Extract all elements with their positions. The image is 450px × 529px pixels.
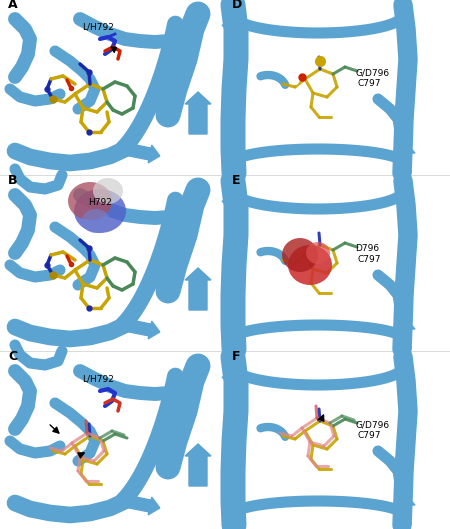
Text: H792: H792: [88, 198, 112, 207]
FancyArrow shape: [185, 92, 211, 134]
Text: G/D796: G/D796: [355, 68, 389, 77]
Text: D796: D796: [355, 244, 379, 253]
FancyArrow shape: [393, 493, 415, 525]
Bar: [5, 182, 218, 350]
FancyArrow shape: [124, 495, 160, 515]
Bar: [5, 5, 218, 173]
Ellipse shape: [288, 245, 332, 285]
FancyArrow shape: [222, 357, 246, 389]
Bar: [228, 5, 445, 173]
Text: F: F: [232, 350, 240, 363]
Text: E: E: [232, 174, 240, 187]
Text: B: B: [8, 174, 18, 187]
Text: C797: C797: [358, 79, 382, 88]
Ellipse shape: [282, 238, 318, 272]
Text: C: C: [8, 350, 17, 363]
Text: C797: C797: [358, 255, 382, 264]
Ellipse shape: [74, 189, 126, 233]
Text: D: D: [232, 0, 242, 11]
FancyArrow shape: [222, 5, 246, 37]
FancyArrow shape: [185, 268, 211, 310]
FancyArrow shape: [393, 317, 415, 349]
Ellipse shape: [306, 242, 330, 264]
Ellipse shape: [93, 178, 123, 204]
Bar: [5, 356, 218, 524]
FancyArrow shape: [185, 444, 211, 486]
Bar: [228, 356, 445, 524]
Bar: [228, 182, 445, 350]
FancyArrow shape: [124, 319, 160, 339]
Text: A: A: [8, 0, 18, 11]
FancyArrow shape: [124, 143, 160, 163]
Text: L/H792: L/H792: [82, 374, 114, 383]
FancyArrow shape: [393, 141, 415, 173]
Text: G/D796: G/D796: [355, 420, 389, 429]
Text: L/H792: L/H792: [82, 22, 114, 31]
Ellipse shape: [68, 182, 112, 220]
Text: C797: C797: [358, 431, 382, 440]
FancyArrow shape: [222, 181, 246, 213]
Ellipse shape: [82, 209, 110, 233]
